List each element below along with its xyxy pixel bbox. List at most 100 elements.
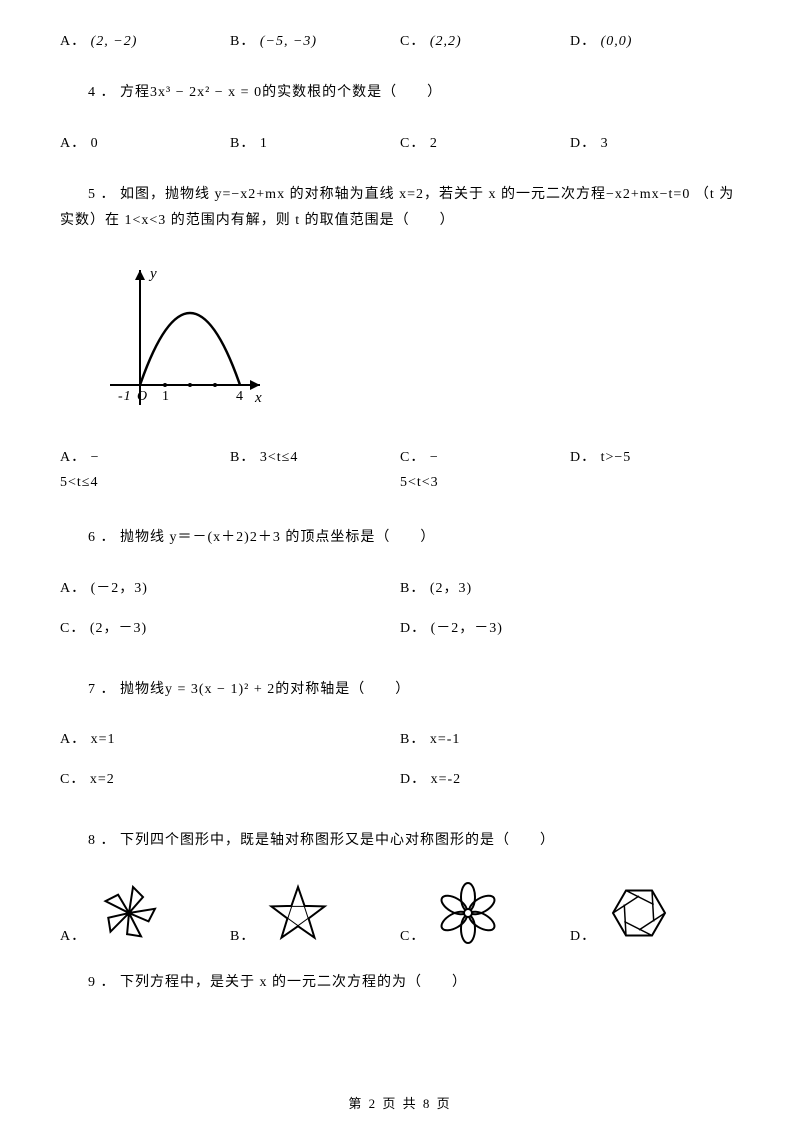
q9-text: 9 ． 下列方程中，是关于 x 的一元二次方程的为（ ）	[60, 970, 740, 997]
option-value: x=-2	[431, 772, 462, 787]
q7-text: 7 ． 抛物线y = 3(x − 1)² + 2的对称轴是（ ）	[60, 677, 740, 704]
option-value: 0	[91, 136, 99, 151]
q7-option-a: A． x=1	[60, 728, 400, 748]
option-label: D．	[570, 450, 596, 465]
q4-text-pre: 4 ． 方程	[88, 85, 150, 100]
q5-option-c: C． −5<t<3	[400, 445, 570, 495]
q5-option-a: A． −5<t≤4	[60, 445, 230, 495]
option-label: A．	[60, 136, 86, 151]
option-value: 3<t≤4	[260, 450, 298, 465]
q7-text-pre: 7 ． 抛物线	[88, 682, 165, 697]
option-label: D．	[570, 925, 596, 945]
q3-option-b: B． (−5, −3)	[230, 30, 400, 50]
option-value: (0,0)	[601, 34, 633, 49]
q5-option-b: B． 3<t≤4	[230, 445, 400, 495]
q8-options: A． B． C．	[60, 880, 740, 945]
q3-option-c: C． (2,2)	[400, 30, 570, 50]
option-value: t>−5	[601, 450, 632, 465]
option-label: A．	[60, 732, 86, 747]
option-label: A．	[60, 34, 86, 49]
q8-text: 8 ． 下列四个图形中，既是轴对称图形又是中心对称图形的是（ ）	[60, 828, 740, 855]
option-label: C．	[400, 34, 425, 49]
q7-option-d: D． x=-2	[400, 768, 740, 788]
option-value: 3	[601, 136, 609, 151]
x-label: x	[254, 390, 263, 406]
q4-option-b: B． 1	[230, 132, 400, 152]
option-label: A．	[60, 925, 86, 945]
q4-option-c: C． 2	[400, 132, 570, 152]
option-label: C．	[60, 772, 85, 787]
option-label: A．	[60, 581, 86, 596]
q5-options: A． −5<t≤4 B． 3<t≤4 C． −5<t<3 D． t>−5	[60, 445, 740, 495]
x-arrow	[250, 380, 260, 390]
star-icon	[263, 880, 333, 945]
option-label: B．	[230, 450, 255, 465]
pinwheel-icon	[94, 880, 164, 945]
q4-option-d: D． 3	[570, 132, 740, 152]
q6-options: A． (－2，3) B． (2，3) C． (2，－3) D． (－2，－3)	[60, 577, 740, 657]
xtick-neg1: -1	[118, 389, 132, 404]
q4-options: A． 0 B． 1 C． 2 D． 3	[60, 132, 740, 152]
q6-option-d: D． (－2，－3)	[400, 617, 740, 637]
q7-text-post: 的对称轴是（ ）	[275, 682, 410, 697]
option-label: A．	[60, 450, 86, 465]
q4-formula: 3x³ − 2x² − x = 0	[150, 85, 262, 100]
hexagon-swirl-icon	[604, 880, 674, 945]
parabola-svg: -1 O 1 4 x y	[100, 260, 270, 420]
option-value: 2	[430, 136, 438, 151]
q3-option-d: D． (0,0)	[570, 30, 740, 50]
option-label: B．	[230, 925, 255, 945]
q8-option-d: D．	[570, 880, 740, 945]
q6-option-a: A． (－2，3)	[60, 577, 400, 597]
option-label: D．	[400, 772, 426, 787]
tick-dot	[213, 383, 217, 387]
option-value: (2, −2)	[91, 34, 138, 49]
option-value: (－2，3)	[91, 581, 148, 596]
xtick-1: 1	[162, 389, 170, 404]
option-label: C．	[400, 450, 425, 465]
parabola-curve	[140, 313, 240, 385]
flower-icon	[433, 880, 503, 945]
option-value: (2，－3)	[90, 621, 147, 636]
q6-option-b: B． (2，3)	[400, 577, 740, 597]
option-label: B．	[400, 581, 425, 596]
option-value: (－2，－3)	[431, 621, 503, 636]
q5-option-d: D． t>−5	[570, 445, 740, 495]
q3-option-a: A． (2, −2)	[60, 30, 230, 50]
page-footer: 第 2 页 共 8 页	[0, 1093, 800, 1112]
option-label: D．	[570, 136, 596, 151]
y-label: y	[148, 266, 158, 282]
q4-option-a: A． 0	[60, 132, 230, 152]
option-label: D．	[400, 621, 426, 636]
q7-formula: y = 3(x − 1)² + 2	[165, 682, 275, 697]
option-label: B．	[230, 34, 255, 49]
option-label: C．	[60, 621, 85, 636]
q6-text: 6 ． 抛物线 y＝－(x＋2)2＋3 的顶点坐标是（ ）	[60, 525, 740, 552]
q3-options: A． (2, −2) B． (−5, −3) C． (2,2) D． (0,0)	[60, 30, 740, 50]
option-label: B．	[400, 732, 425, 747]
q8-option-b: B．	[230, 880, 400, 945]
q4-text-post: 的实数根的个数是（ ）	[262, 85, 442, 100]
option-value: x=1	[91, 732, 116, 747]
option-value: (2，3)	[430, 581, 472, 596]
q4-text: 4 ． 方程3x³ − 2x² − x = 0的实数根的个数是（ ）	[60, 80, 740, 107]
q7-option-b: B． x=-1	[400, 728, 740, 748]
q6-option-c: C． (2，－3)	[60, 617, 400, 637]
option-value: 1	[260, 136, 268, 151]
option-label: C．	[400, 925, 425, 945]
option-value: x=2	[90, 772, 115, 787]
option-value: (−5, −3)	[260, 34, 317, 49]
tick-dot	[163, 383, 167, 387]
xtick-o: O	[137, 389, 148, 404]
tick-dot	[188, 383, 192, 387]
q5-text: 5 ． 如图，抛物线 y=−x2+mx 的对称轴为直线 x=2，若关于 x 的一…	[60, 182, 740, 235]
q8-option-a: A．	[60, 880, 230, 945]
option-label: C．	[400, 136, 425, 151]
q7-option-c: C． x=2	[60, 768, 400, 788]
option-value: (2,2)	[430, 34, 462, 49]
option-label: B．	[230, 136, 255, 151]
xtick-4: 4	[236, 389, 244, 404]
q8-option-c: C．	[400, 880, 570, 945]
q5-graph: -1 O 1 4 x y	[100, 260, 740, 425]
q7-options: A． x=1 B． x=-1 C． x=2 D． x=-2	[60, 728, 740, 808]
